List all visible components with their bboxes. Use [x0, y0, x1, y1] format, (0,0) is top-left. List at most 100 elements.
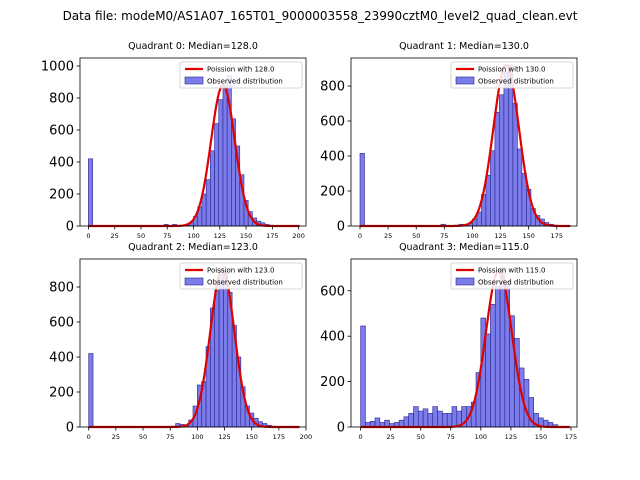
y-tick-label: 200 [320, 185, 345, 200]
y-tick-label: 1000 [41, 60, 74, 75]
y-tick-label: 400 [320, 150, 345, 165]
legend-label-poisson: Poission with 123.0 [207, 267, 275, 275]
chart-title: Quadrant 1: Median=130.0 [399, 41, 529, 52]
legend-bar-swatch [455, 76, 475, 85]
y-tick-label: 0 [337, 421, 345, 436]
histogram-bar [499, 267, 506, 428]
y-tick-label: 800 [320, 80, 345, 95]
histogram-bar [403, 416, 410, 428]
y-tick-label: 400 [49, 351, 74, 366]
histogram-bar [218, 274, 224, 428]
y-tick-label: 0 [66, 421, 74, 436]
x-tick-label: 175 [273, 433, 285, 441]
poisson-fit-line [88, 83, 300, 228]
legend-label-poisson: Poission with 128.0 [207, 66, 275, 74]
histogram-bar [374, 417, 381, 428]
legend-box [179, 262, 303, 290]
histogram-bar [494, 111, 500, 227]
y-tick-label: 800 [49, 92, 74, 107]
legend-bar-swatch [455, 277, 475, 286]
chart-title: Quadrant 3: Median=115.0 [399, 242, 529, 253]
x-tick-label: 125 [494, 232, 506, 240]
x-tick-label: 200 [292, 232, 304, 240]
poisson-fit-line [360, 269, 570, 429]
legend-box [179, 61, 303, 89]
legend-label-observed: Observed distribution [207, 279, 283, 287]
x-tick-label: 175 [266, 232, 278, 240]
histogram-bar [201, 193, 207, 227]
histogram-bar [88, 353, 94, 428]
x-tick-label: 200 [300, 433, 312, 441]
chart-legend: Poission with 130.0 Observed distribution [450, 61, 574, 89]
x-tick-label: 75 [447, 433, 455, 441]
y-tick-label: 600 [320, 284, 345, 299]
y-tick-label: 400 [49, 156, 74, 171]
axes-frame [79, 258, 307, 428]
axes-frame [350, 258, 578, 428]
x-tick-label: 0 [86, 232, 90, 240]
histogram-bar [205, 179, 211, 227]
x-tick-label: 150 [245, 433, 257, 441]
legend-label-poisson: Poission with 130.0 [478, 66, 546, 74]
histogram-bar [214, 290, 220, 428]
x-tick-label: 100 [191, 433, 203, 441]
histogram-bar [437, 410, 443, 428]
chart-legend: Poission with 123.0 Observed distribution [179, 262, 303, 290]
chart-title: Quadrant 2: Median=123.0 [128, 242, 258, 253]
legend-bar-swatch [184, 277, 204, 286]
x-tick-label: 25 [387, 433, 395, 441]
legend-label-poisson: Poission with 115.0 [478, 267, 546, 275]
histogram-bar [490, 304, 496, 428]
histogram-bar [360, 325, 366, 428]
histogram-bar [485, 174, 491, 227]
histogram-bar [432, 406, 438, 428]
histogram-bar [210, 150, 215, 227]
x-tick-label: 25 [384, 232, 392, 240]
legend-bar-swatch [184, 76, 204, 85]
histogram-bar [494, 285, 501, 428]
x-tick-label: 25 [111, 232, 119, 240]
histogram-bar [499, 94, 505, 227]
chart-legend: Poission with 115.0 Observed distribution [450, 262, 574, 290]
y-tick-label: 0 [66, 220, 74, 235]
histogram-bar [485, 333, 491, 428]
x-tick-label: 150 [240, 232, 252, 240]
x-tick-label: 175 [551, 232, 563, 240]
x-tick-label: 25 [112, 433, 120, 441]
quadrant-3-chart: Quadrant 3: Median=115.0 0 200 400 600 0 25 50 7… [320, 242, 578, 441]
y-tick-label: 0 [337, 220, 345, 235]
histogram-bar [223, 270, 229, 428]
histogram-bar [451, 406, 458, 428]
histogram-bar [222, 84, 228, 227]
x-tick-label: 50 [412, 232, 420, 240]
x-tick-label: 75 [163, 232, 171, 240]
histogram-bar [408, 413, 414, 428]
histogram-bar [508, 64, 514, 227]
histogram-bar [517, 148, 523, 227]
y-tick-label: 600 [49, 124, 74, 139]
legend-label-observed: Observed distribution [478, 78, 554, 86]
x-tick-label: 75 [440, 232, 448, 240]
legend-box [450, 262, 574, 290]
x-tick-label: 50 [137, 232, 145, 240]
quadrant-0-chart: Quadrant 0: Median=128.0 0 200 400 600 800 100… [41, 41, 307, 240]
poisson-fit-line [88, 268, 300, 429]
histogram-bar [446, 413, 453, 428]
x-tick-label: 150 [535, 433, 547, 441]
legend-label-observed: Observed distribution [478, 279, 554, 287]
quadrant-1-chart: Quadrant 1: Median=130.0 0 200 400 600 800 0 25… [320, 41, 578, 240]
x-tick-label: 100 [475, 433, 487, 441]
y-tick-label: 400 [320, 330, 345, 345]
histogram-bar [512, 103, 518, 227]
y-tick-label: 600 [49, 316, 74, 331]
axes-frame [79, 57, 307, 227]
x-tick-label: 50 [139, 433, 147, 441]
quadrant-2-chart: Quadrant 2: Median=123.0 0 200 400 600 800 0 25… [49, 242, 312, 441]
histogram-bar [214, 123, 220, 227]
x-tick-label: 125 [218, 433, 230, 441]
histogram-bar [413, 406, 419, 428]
legend-box [450, 61, 574, 89]
x-tick-label: 100 [466, 232, 478, 240]
histogram-bar [359, 153, 365, 227]
